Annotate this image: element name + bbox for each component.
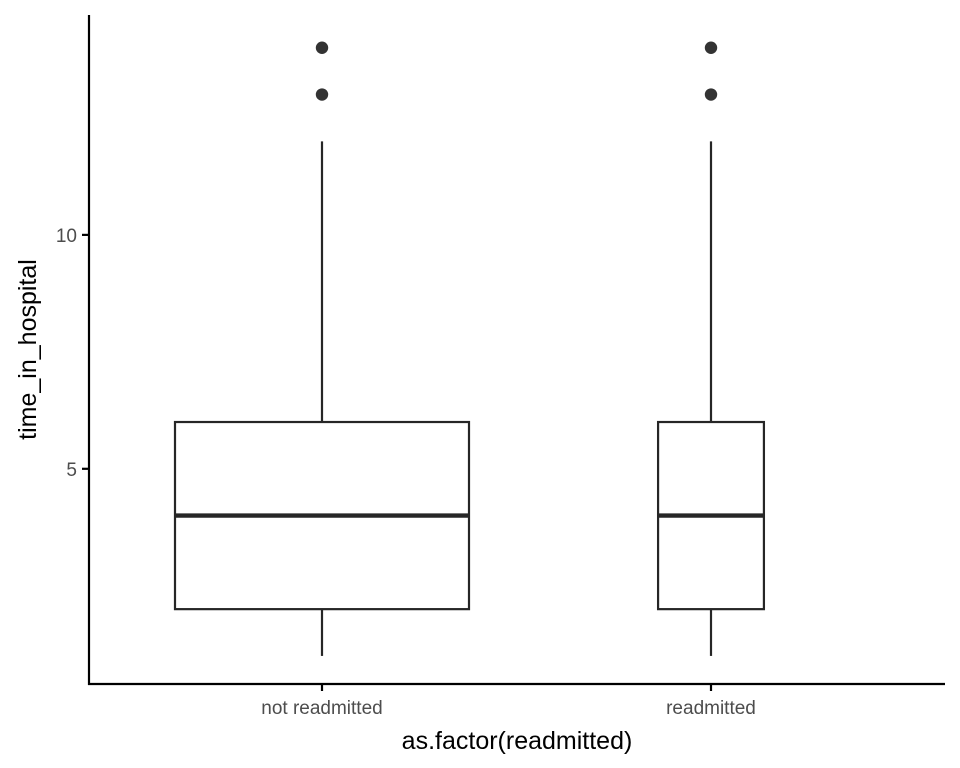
x-tick-label: not readmitted (261, 698, 382, 719)
outlier-point (315, 88, 329, 101)
ticks: 5 10 not readmitted readmitted (56, 226, 756, 719)
y-tick-label: 10 (56, 226, 77, 247)
x-tick-label: readmitted (666, 698, 756, 719)
box-readmitted (656, 41, 766, 656)
axes (87, 15, 945, 686)
plot-area (173, 41, 766, 656)
x-axis-title: as.factor(readmitted) (402, 727, 633, 755)
outlier-point (315, 41, 329, 54)
box-not-readmitted (173, 41, 471, 656)
y-axis-title: time_in_hospital (14, 259, 42, 440)
outlier-point (704, 41, 718, 54)
y-tick-label: 5 (66, 460, 77, 481)
outlier-point (704, 88, 718, 101)
